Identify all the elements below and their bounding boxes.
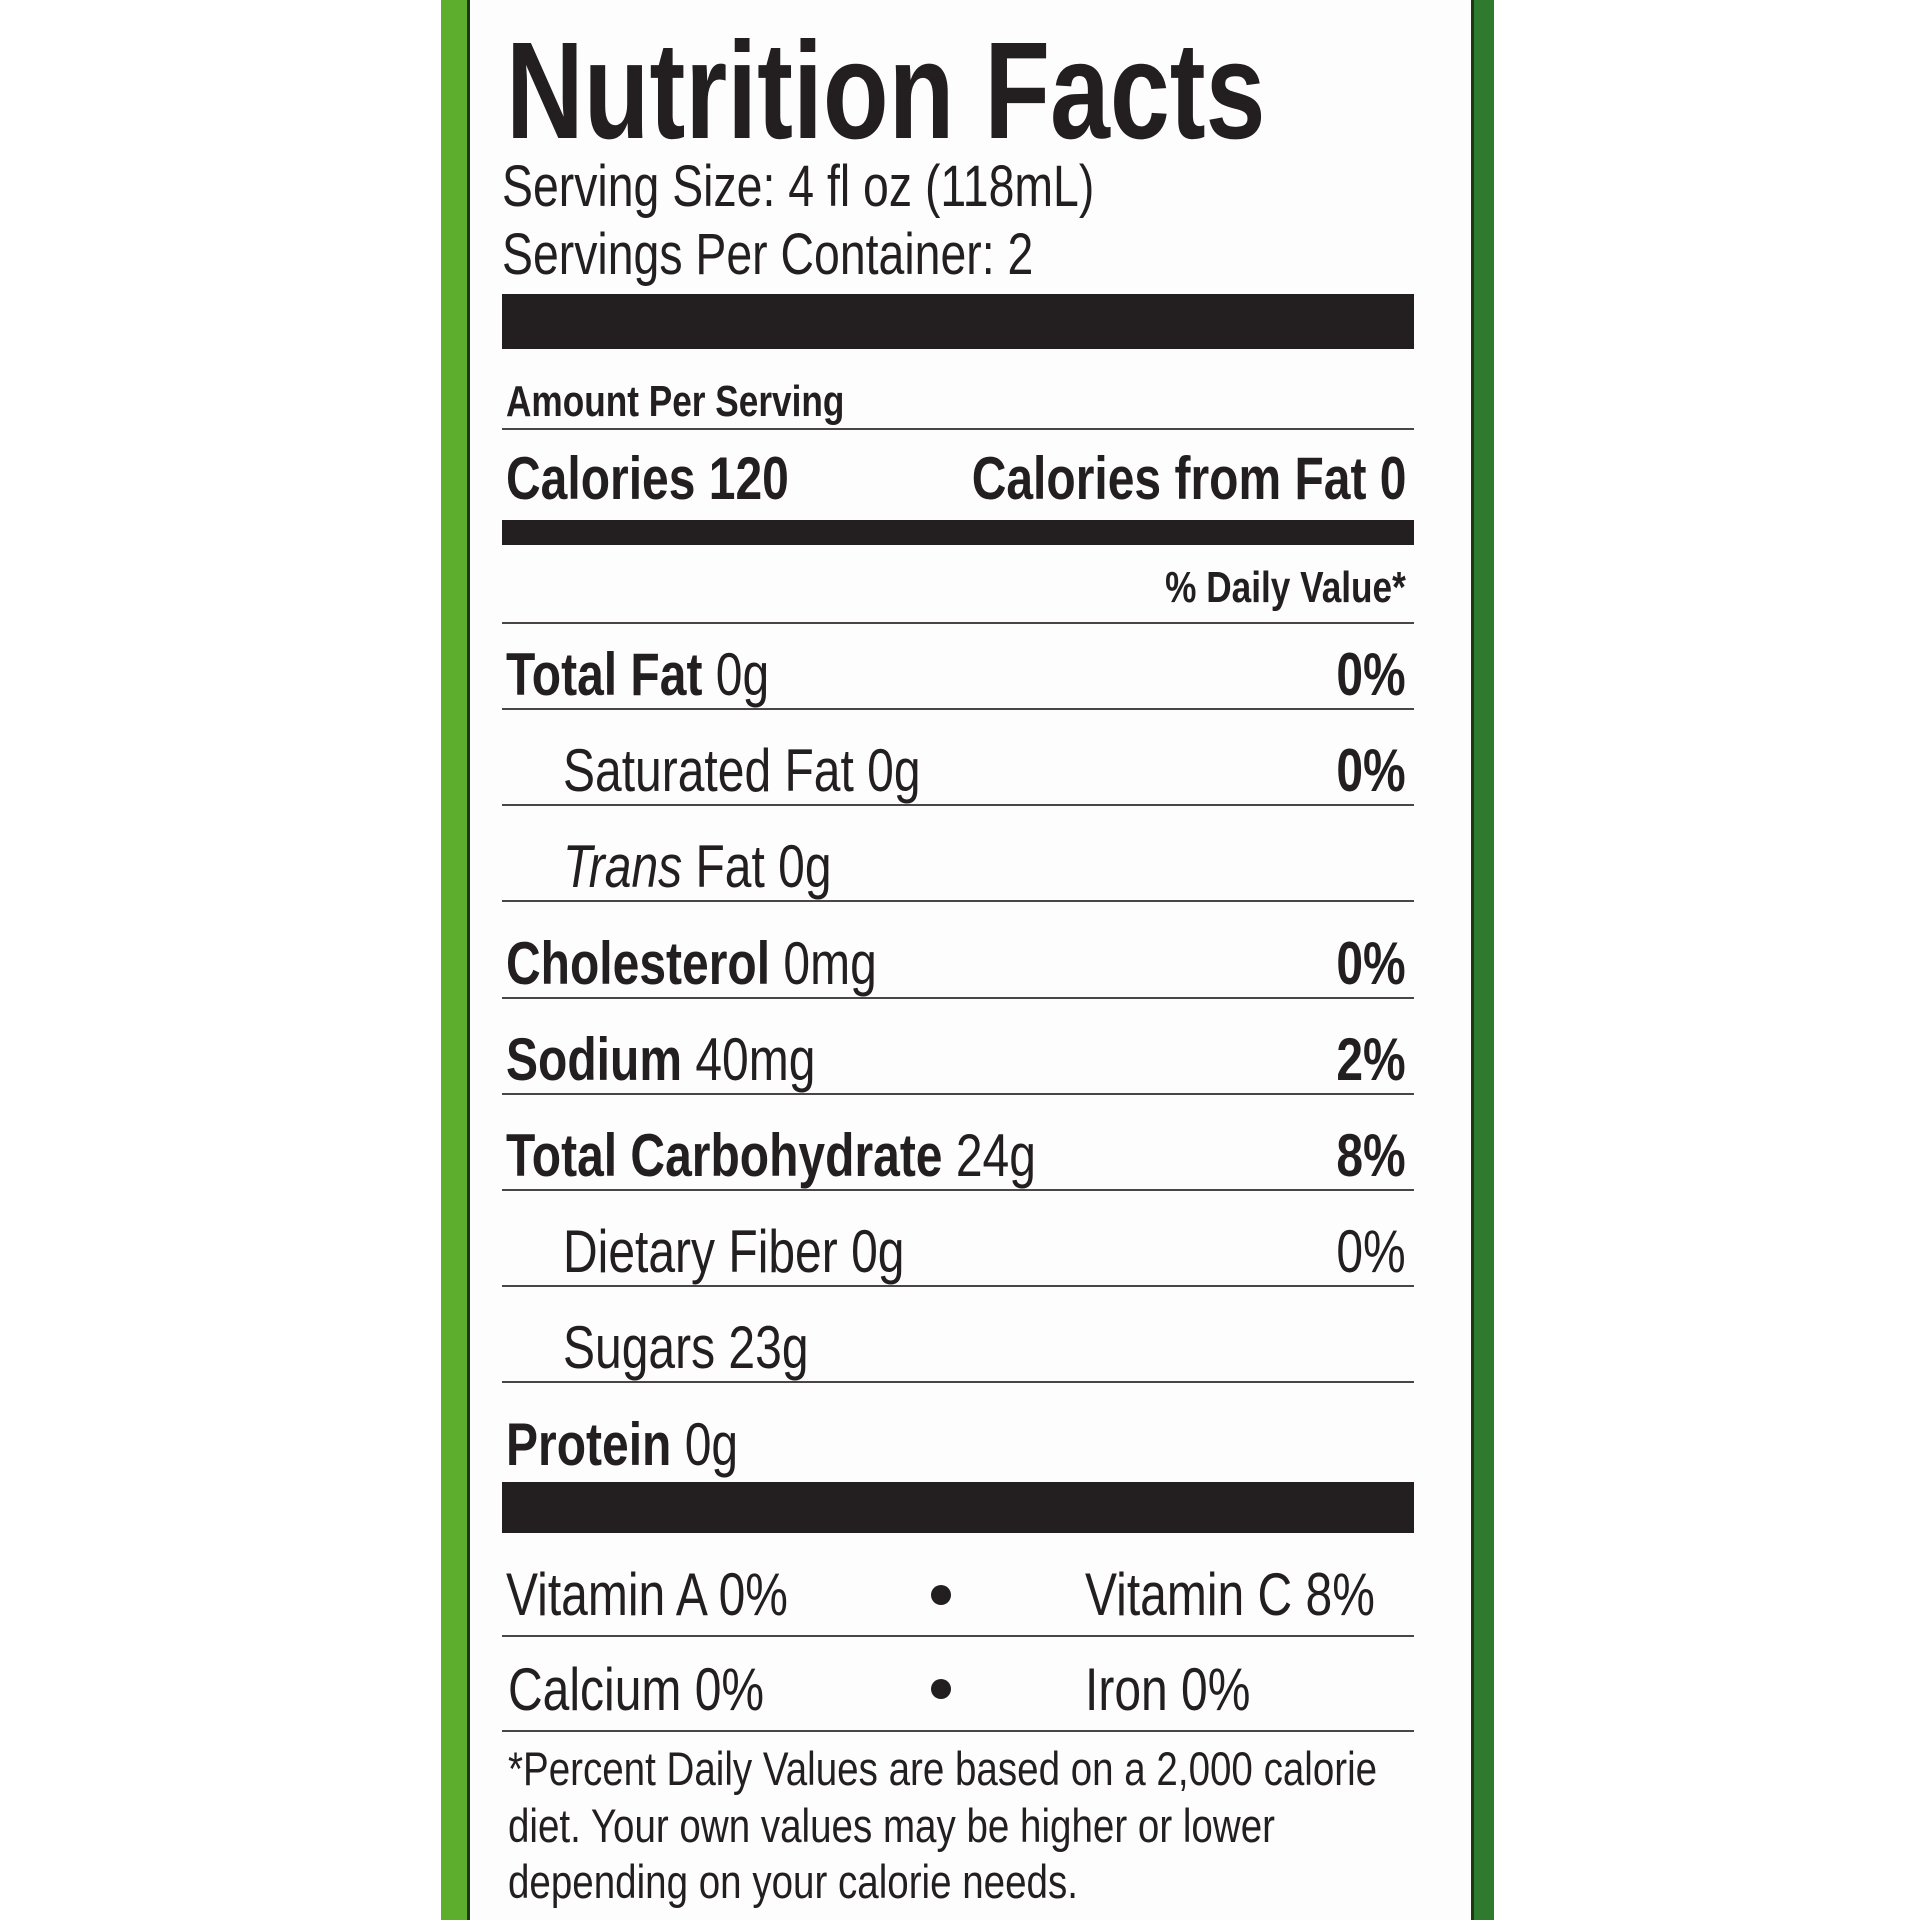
servings-per-container: Servings Per Container: 2 xyxy=(502,222,1034,287)
footnote-line: *Percent Daily Values are based on a 2,0… xyxy=(508,1742,1378,1795)
nutrient-amount: Fat 0g xyxy=(682,833,832,901)
divider xyxy=(502,1635,1414,1637)
vitamin-a: Vitamin A 0% xyxy=(506,1561,788,1628)
nutrient-daily-value: 0% xyxy=(1336,737,1406,805)
nutrient-name: Protein 0g xyxy=(506,1414,738,1475)
calories: Calories 120 xyxy=(506,445,789,512)
label-title: Nutrition Facts xyxy=(506,14,1266,168)
nutrient-daily-value: 8% xyxy=(1336,1122,1406,1189)
divider xyxy=(502,804,1414,807)
nutrient-label: Sodium xyxy=(506,1025,682,1093)
divider xyxy=(502,996,1414,999)
nutrient-daily-value: 0% xyxy=(1336,929,1406,997)
divider xyxy=(502,1730,1414,1732)
nutrient-name: Sugars 23g xyxy=(563,1318,809,1378)
divider xyxy=(502,708,1414,710)
nutrient-name: Total Fat 0g xyxy=(506,645,769,705)
calories-from-fat: Calories from Fat 0 xyxy=(971,445,1406,512)
nutrient-name: Total Carbohydrate 24g xyxy=(506,1126,1036,1186)
nutrient-label: Saturated Fat 0g xyxy=(563,737,921,805)
nutrient-label: Trans xyxy=(563,833,683,901)
nutrient-amount: 24g xyxy=(942,1122,1036,1189)
serving-size: Serving Size: 4 fl oz (118mL) xyxy=(502,154,1095,219)
thick-divider xyxy=(502,294,1414,349)
iron: Iron 0% xyxy=(1085,1656,1251,1723)
nutrient-label: Total Fat xyxy=(506,641,703,708)
divider xyxy=(502,1092,1414,1095)
bullet xyxy=(931,1585,951,1605)
footnote-line: depending on your calorie needs. xyxy=(508,1855,1078,1908)
nutrient-name: Saturated Fat 0g xyxy=(563,741,921,801)
nutrient-label: Protein xyxy=(506,1410,672,1478)
nutrient-label: Cholesterol xyxy=(506,929,771,997)
divider xyxy=(502,1189,1414,1191)
calcium: Calcium 0% xyxy=(508,1656,765,1723)
package-green-border-right xyxy=(1474,0,1494,1920)
nutrient-amount: 0g xyxy=(671,1410,739,1478)
nutrient-label: Dietary Fiber 0g xyxy=(563,1218,905,1286)
thick-divider xyxy=(502,1482,1414,1533)
divider xyxy=(502,622,1414,624)
nutrient-amount: 0mg xyxy=(770,929,877,997)
nutrient-amount: 0g xyxy=(702,641,770,708)
divider xyxy=(502,1381,1414,1384)
bullet xyxy=(931,1679,951,1699)
nutrient-amount: 40mg xyxy=(682,1025,816,1093)
divider xyxy=(502,1285,1414,1288)
nutrient-daily-value: 0% xyxy=(1336,1218,1406,1286)
divider xyxy=(502,900,1414,903)
amount-per-serving: Amount Per Serving xyxy=(506,377,845,426)
divider xyxy=(502,428,1414,430)
nutrient-label: Sugars 23g xyxy=(563,1314,809,1382)
daily-value-header: % Daily Value* xyxy=(1165,563,1406,612)
nutrient-name: Dietary Fiber 0g xyxy=(563,1222,904,1282)
vitamin-c: Vitamin C 8% xyxy=(1085,1561,1375,1628)
nutrient-name: Cholesterol 0mg xyxy=(506,933,877,994)
package-green-border-left xyxy=(441,0,467,1920)
nutrient-label: Total Carbohydrate xyxy=(506,1122,943,1189)
nutrient-daily-value: 0% xyxy=(1336,641,1406,708)
nutrient-daily-value: 2% xyxy=(1336,1025,1406,1093)
nutrient-name: Trans Fat 0g xyxy=(563,837,832,897)
nutrient-name: Sodium 40mg xyxy=(506,1029,815,1090)
medium-divider xyxy=(502,520,1414,545)
footnote-line: diet. Your own values may be higher or l… xyxy=(508,1799,1275,1852)
